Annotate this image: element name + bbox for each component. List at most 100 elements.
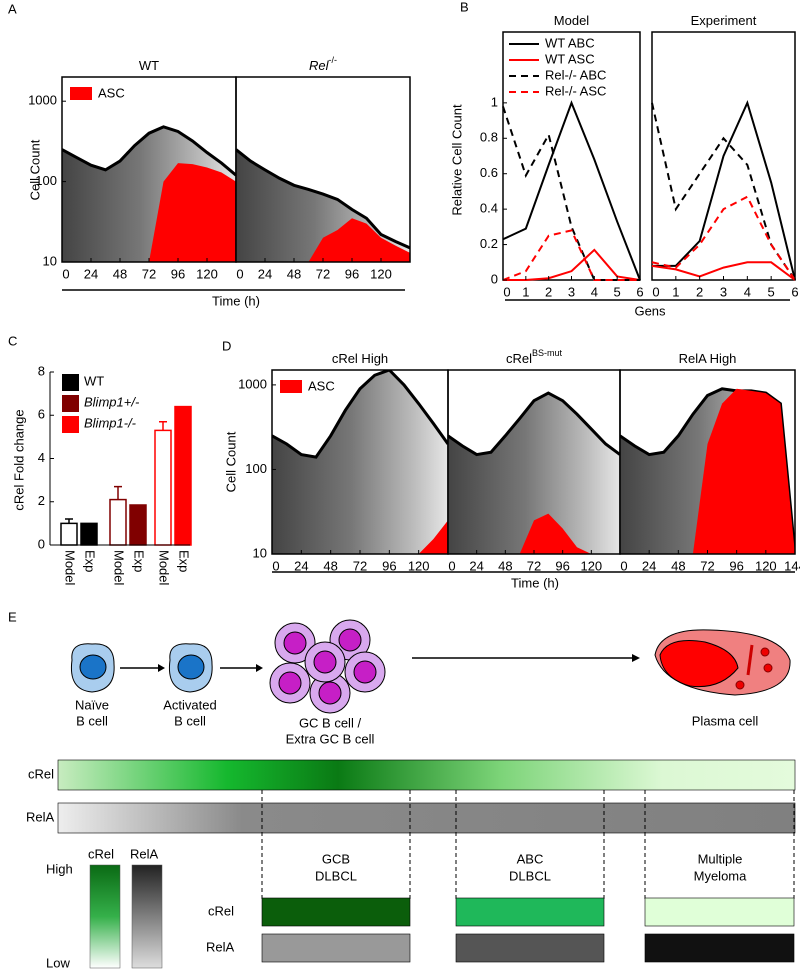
x-tick-label: 120 <box>755 558 777 573</box>
er <box>746 644 754 676</box>
x-tick-label: 120 <box>580 558 602 573</box>
series-line <box>502 106 640 281</box>
bar <box>80 522 98 546</box>
legend-swatch <box>280 380 302 393</box>
plot-area <box>62 125 236 262</box>
bar <box>154 429 172 546</box>
x-tick-label: 72 <box>527 558 541 573</box>
y-tick-label: 0 <box>38 536 45 551</box>
level-box <box>455 933 605 963</box>
level-box <box>644 933 795 963</box>
nucleus <box>353 660 377 684</box>
cancer-label: Multiple <box>698 851 743 866</box>
cancer-label: DLBCL <box>509 868 551 883</box>
series-line <box>652 99 796 281</box>
bar <box>109 498 127 546</box>
legend-label: WT ABC <box>545 35 595 50</box>
x-tick-label: Exp <box>83 550 98 572</box>
panel-label: B <box>460 0 469 14</box>
title-text: WT <box>139 58 159 73</box>
scale-low: Low <box>46 955 70 970</box>
x-tick-label: 0 <box>236 266 243 281</box>
total-line <box>62 125 236 177</box>
chart-line: Experiment 0 1 2 3 4 5 6 <box>651 13 799 299</box>
x-tick-label: 5 <box>614 284 621 299</box>
asc-area <box>519 513 592 554</box>
nucleus <box>278 671 302 695</box>
title-sup: BS-mut <box>532 348 563 358</box>
series-line <box>651 261 796 281</box>
y-tick-label: 8 <box>38 363 45 378</box>
x-tick-label: 24 <box>258 266 272 281</box>
x-tick-label: 3 <box>568 284 575 299</box>
error-bar <box>65 518 73 524</box>
x-tick-label: 72 <box>142 266 156 281</box>
title-text: Rel <box>309 58 330 73</box>
x-tick-label: 96 <box>555 558 569 573</box>
x-axis-label: Gens <box>634 303 666 318</box>
row-label: cRel <box>208 903 234 918</box>
legend-swatch <box>62 395 79 412</box>
x-tick-label: 0 <box>62 266 69 281</box>
legend-label: Rel-/- ASC <box>545 83 606 98</box>
cell-label: B cell <box>76 713 108 728</box>
x-tick-label: 120 <box>196 266 218 281</box>
y-tick-label: 10 <box>43 253 57 268</box>
legend-label: WT <box>84 373 104 388</box>
legend-label: ASC <box>98 85 125 100</box>
x-tick-label: 144 <box>784 558 800 573</box>
x-tick-label: 4 <box>591 284 598 299</box>
frame <box>502 31 641 281</box>
level-box <box>455 897 605 927</box>
x-tick-label: 24 <box>642 558 656 573</box>
diagram: Naïve B cell Activated B cell GC B cell … <box>26 619 796 970</box>
scale-label: RelA <box>130 846 159 861</box>
panel-label: C <box>8 333 17 348</box>
dashed-guides <box>261 790 795 900</box>
nucleus <box>318 681 342 705</box>
title-text: cRel High <box>332 351 388 366</box>
x-tick-label: 2 <box>696 284 703 299</box>
bar <box>174 405 192 546</box>
legend-swatch <box>62 374 79 391</box>
x-tick-label: 0 <box>272 558 279 573</box>
cell-label: Naïve <box>75 697 109 712</box>
x-tick-label: 24 <box>84 266 98 281</box>
scale-rela <box>131 864 163 969</box>
legend-label: Rel-/- ABC <box>545 67 606 82</box>
x-tick-label: 48 <box>671 558 685 573</box>
arrowhead <box>632 654 640 662</box>
title-text: cRel <box>506 351 532 366</box>
bar <box>60 522 78 546</box>
scale-crel <box>89 864 121 969</box>
legend-label: WT ASC <box>545 51 595 66</box>
panel-label: E <box>8 609 17 624</box>
legend-label: ASC <box>308 378 335 393</box>
cell-label: Plasma cell <box>692 713 759 728</box>
cell-label: Activated <box>163 697 216 712</box>
y-tick-label: 0.4 <box>480 201 498 216</box>
x-tick-label: 120 <box>408 558 430 573</box>
cell-label: B cell <box>174 713 206 728</box>
nucleus <box>313 650 337 674</box>
y-tick-label: 4 <box>38 450 45 465</box>
y-axis-label: Relative Cell Count <box>449 104 464 216</box>
y-axis-label: Cell Count <box>27 139 42 200</box>
panel-title: cRel High <box>332 351 388 366</box>
chart-area: ASC cRel High 10 100 1000 Cell Count Time (h) 0… <box>223 351 795 590</box>
panel-title: RelA High <box>679 351 737 366</box>
panel-label: A <box>8 1 17 16</box>
vesicle <box>760 647 770 657</box>
chart-area: Rel-/- 0 24 48 72 96 120 <box>235 55 411 281</box>
x-tick-label: 24 <box>294 558 308 573</box>
arrowhead <box>158 664 165 672</box>
level-box <box>261 933 411 963</box>
x-tick-label: 96 <box>382 558 396 573</box>
cancer-label: GCB <box>322 851 350 866</box>
total-area <box>448 393 620 554</box>
x-tick-label: 48 <box>113 266 127 281</box>
x-tick-label: 6 <box>636 284 643 299</box>
y-tick-label: 100 <box>245 461 267 476</box>
panel-title: Experiment <box>691 13 757 28</box>
